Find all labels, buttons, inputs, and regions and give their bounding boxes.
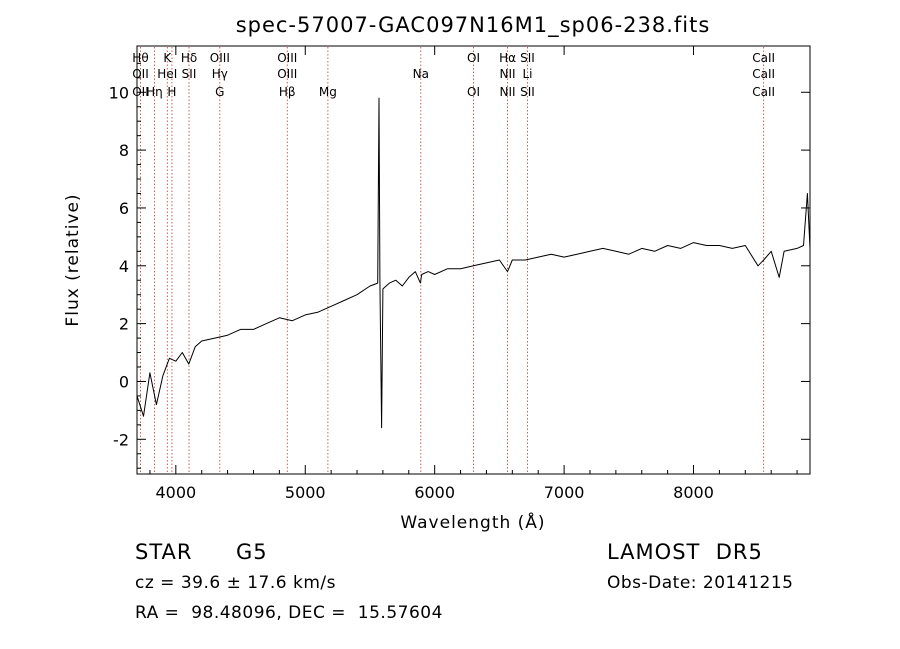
y-axis-label: Flux (relative) bbox=[63, 193, 83, 326]
object-subclass: G5 bbox=[236, 540, 268, 564]
observation-date: Obs-Date: 20141215 bbox=[607, 573, 794, 593]
x-tick-label: 4000 bbox=[155, 483, 196, 502]
spectral-line-label: Hα bbox=[499, 51, 516, 65]
spectral-line-label: H bbox=[167, 85, 176, 99]
x-axis-ticks: 4000 5000 6000 7000 8000 bbox=[149, 46, 798, 502]
spectral-line-label: OIII bbox=[277, 51, 297, 65]
spectral-line-label: HeI bbox=[157, 67, 177, 81]
spectral-line-label: OIII bbox=[277, 67, 297, 81]
spectral-line-label: Hγ bbox=[212, 67, 228, 81]
coordinates-readout: RA = 98.48096, DEC = 15.57604 bbox=[135, 603, 443, 623]
spectral-line-label: CaII bbox=[752, 67, 775, 81]
x-axis-label: Wavelength (Å) bbox=[400, 511, 545, 533]
spectral-line-label: SII bbox=[520, 85, 535, 99]
y-tick-label: 6 bbox=[119, 199, 129, 218]
spectral-line-label: SII bbox=[520, 51, 535, 65]
y-axis-ticks: -2 0 2 4 6 8 10 bbox=[109, 62, 810, 469]
spectral-line-label: K bbox=[163, 51, 172, 65]
y-tick-label: 0 bbox=[119, 372, 129, 391]
y-tick-label: -2 bbox=[113, 430, 129, 449]
velocity-readout: cz = 39.6 ± 17.6 km/s bbox=[135, 573, 336, 593]
survey-name: LAMOST DR5 bbox=[607, 540, 763, 564]
spectral-line-label: OIII bbox=[210, 51, 230, 65]
spectral-line-label: G bbox=[215, 85, 224, 99]
object-class: STAR bbox=[135, 540, 193, 564]
plot-frame bbox=[136, 45, 811, 475]
x-tick-label: 7000 bbox=[544, 483, 585, 502]
y-tick-label: 2 bbox=[119, 315, 129, 334]
spectral-line-label: OII bbox=[132, 67, 149, 81]
spectral-line-label: CaII bbox=[752, 85, 775, 99]
spectral-line-label: Li bbox=[522, 67, 532, 81]
spectral-line-label: SII bbox=[182, 67, 197, 81]
spectral-line-label: CaII bbox=[752, 51, 775, 65]
y-tick-label: 4 bbox=[119, 257, 129, 276]
y-tick-label: 10 bbox=[109, 83, 129, 102]
x-tick-label: 6000 bbox=[414, 483, 455, 502]
spectral-line-label: OI bbox=[467, 51, 480, 65]
spectral-line-label: Na bbox=[413, 67, 429, 81]
spectral-line-label: NII bbox=[500, 67, 516, 81]
chart-title: spec-57007-GAC097N16M1_sp06-238.fits bbox=[236, 13, 711, 38]
x-tick-label: 5000 bbox=[285, 483, 326, 502]
spectral-line-markers bbox=[140, 47, 765, 473]
spectral-line-label: OI bbox=[467, 85, 480, 99]
spectral-line-label: Hδ bbox=[181, 51, 197, 65]
spectrum-line bbox=[136, 97, 811, 429]
spectral-line-label: Mg bbox=[319, 85, 337, 99]
spectral-line-label: Hθ bbox=[132, 51, 148, 65]
x-tick-label: 8000 bbox=[673, 483, 714, 502]
spectral-line-label: Hβ bbox=[279, 85, 296, 99]
spectral-line-label: NII bbox=[500, 85, 516, 99]
y-tick-label: 8 bbox=[119, 141, 129, 160]
spectral-line-label: Hη bbox=[146, 85, 163, 99]
